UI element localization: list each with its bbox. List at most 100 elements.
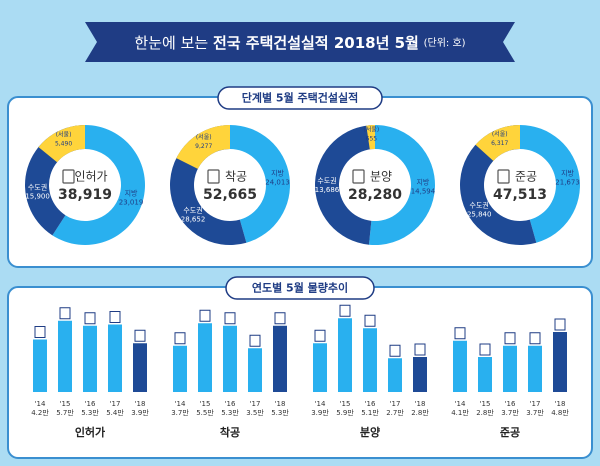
- x-tick-label: '14: [35, 400, 46, 408]
- donut-center: [340, 150, 410, 220]
- bar: [413, 357, 427, 392]
- bar-icon: [224, 312, 236, 325]
- donut-total: 47,513: [493, 187, 547, 203]
- donut-center: [485, 150, 555, 220]
- bar-icon: [59, 307, 71, 320]
- donut-title: 착공: [225, 170, 247, 184]
- value-label: 5.1만: [361, 408, 379, 417]
- bar-icon: [364, 314, 376, 327]
- bar-icon: [34, 326, 46, 338]
- x-tick-label: '17: [390, 400, 401, 408]
- slice-value: 14,594: [411, 187, 436, 195]
- bar-icon: [454, 327, 466, 340]
- donut-slice: [176, 125, 230, 169]
- bar: [528, 345, 542, 392]
- value-label: 3.7만: [171, 408, 189, 417]
- value-label: 5.3만: [81, 408, 99, 417]
- x-tick-label: '15: [60, 400, 71, 408]
- bar: [363, 328, 377, 392]
- donut-title: 인허가: [74, 170, 107, 184]
- value-label: 5.4만: [106, 408, 124, 417]
- value-label: 2.8만: [476, 408, 494, 417]
- group-title: 인허가: [75, 425, 105, 439]
- donut-slice: [366, 125, 375, 150]
- bar-icon: [199, 309, 211, 322]
- bar-icon: [174, 332, 186, 345]
- donut-total: 38,919: [58, 187, 112, 203]
- slice-name: (서울): [363, 126, 379, 134]
- x-tick-label: '18: [135, 400, 146, 408]
- slice-value: 9,277: [195, 143, 212, 150]
- value-label: 3.5만: [246, 408, 264, 417]
- slice-name: 수도권: [317, 177, 336, 185]
- bar: [338, 318, 352, 392]
- bar: [83, 325, 97, 392]
- bar: [453, 340, 467, 392]
- x-tick-label: '16: [85, 400, 96, 408]
- group-title: 착공: [220, 425, 240, 439]
- icon: [207, 169, 220, 184]
- slice-value: 23,019: [119, 199, 144, 207]
- bar-icon: [479, 343, 491, 356]
- slice-value: 21,673: [555, 178, 580, 186]
- slice-value: 6,317: [491, 140, 508, 147]
- title-lead: 한눈에 보는: [134, 34, 208, 52]
- x-tick-label: '17: [250, 400, 261, 408]
- bar-icon: [529, 332, 541, 345]
- value-label: 4.8만: [551, 408, 569, 417]
- slice-name: 수도권: [183, 207, 202, 215]
- x-tick-label: '14: [315, 400, 326, 408]
- group-title: 준공: [500, 426, 520, 439]
- value-label: 5.5만: [196, 408, 214, 417]
- slice-value: 5,490: [55, 140, 72, 147]
- x-tick-label: '14: [175, 400, 186, 408]
- bar: [553, 332, 567, 392]
- slice-value: 13,686: [315, 186, 340, 194]
- slice-name: 지방: [561, 168, 574, 177]
- x-tick-label: '14: [455, 400, 466, 408]
- bar: [478, 357, 492, 392]
- slice-name: 수도권: [470, 201, 489, 209]
- donut-total: 52,665: [203, 187, 257, 203]
- bar-icon: [274, 312, 286, 325]
- donut-slice: [475, 125, 520, 161]
- value-label: 2.7만: [386, 408, 404, 417]
- donut-slice: [52, 125, 145, 245]
- slice-value: 28,652: [181, 216, 206, 224]
- value-label: 3.7만: [526, 408, 544, 417]
- bar: [313, 343, 327, 392]
- bar: [248, 348, 262, 392]
- donut-title: 준공: [515, 170, 537, 184]
- bar-icon: [554, 318, 566, 331]
- donut-slice: [368, 125, 436, 246]
- donut-slice: [460, 125, 537, 245]
- section-title: 단계별 5월 주택건설실적: [242, 91, 359, 105]
- slice-value: 655: [366, 136, 378, 143]
- x-tick-label: '18: [415, 400, 426, 408]
- bar: [223, 325, 237, 392]
- x-tick-label: '16: [225, 400, 236, 408]
- bar-icon: [249, 334, 261, 347]
- bar: [388, 358, 402, 392]
- title-main: 전국 주택건설실적 2018년 5월: [213, 34, 419, 52]
- value-label: 3.9만: [311, 408, 329, 417]
- value-label: 5.3만: [221, 408, 239, 417]
- bar: [503, 345, 517, 392]
- value-label: 4.2만: [31, 408, 49, 417]
- x-tick-label: '18: [275, 400, 286, 408]
- x-tick-label: '15: [340, 400, 351, 408]
- donut-slice: [315, 125, 375, 245]
- value-label: 4.1만: [451, 408, 469, 417]
- bar: [198, 323, 212, 392]
- bar: [108, 324, 122, 392]
- slice-name: 수도권: [28, 183, 47, 191]
- page-title: 한눈에 보는 전국 주택건설실적 2018년 5월 (단위: 호): [134, 34, 465, 52]
- icon: [352, 169, 365, 184]
- bar: [33, 339, 47, 392]
- donut-slice: [38, 125, 85, 163]
- value-label: 3.7만: [501, 408, 519, 417]
- donut-slice: [230, 125, 290, 243]
- slice-name: 지방: [271, 168, 284, 177]
- bar-icon: [134, 329, 146, 342]
